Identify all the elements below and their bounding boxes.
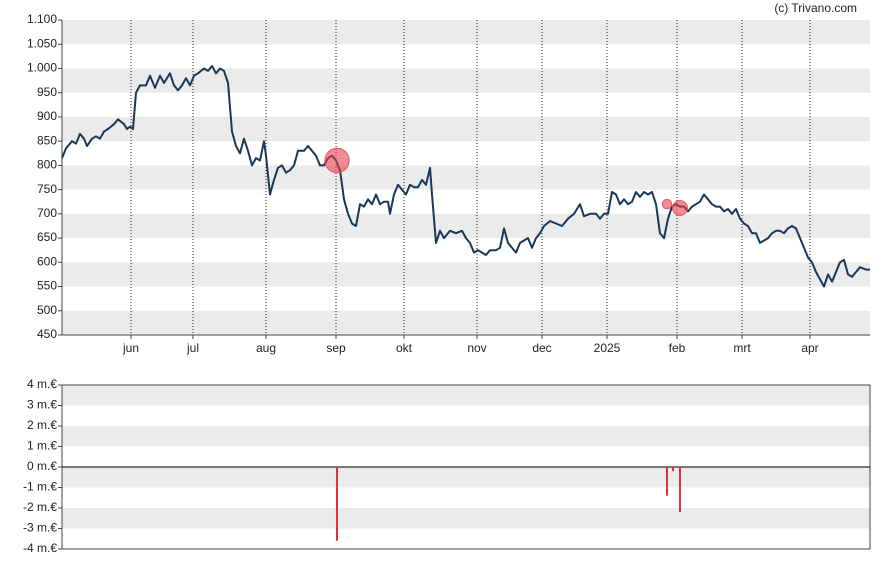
x-tick-label: aug — [256, 341, 276, 355]
grid-band — [62, 426, 870, 447]
bar — [672, 467, 674, 472]
grid-band — [62, 116, 870, 142]
grid-band — [62, 467, 870, 488]
grid-band — [62, 385, 870, 406]
x-tick-label: apr — [801, 341, 818, 355]
transaction-marker — [672, 200, 688, 217]
y-tick-label: 850 — [37, 133, 57, 147]
y-tick-label: 900 — [37, 109, 57, 123]
y-tick-label: 3 m.€ — [27, 398, 57, 412]
price-line — [61, 65, 870, 288]
x-tick-label: jun — [122, 341, 139, 355]
bar — [666, 467, 668, 496]
y-tick-label: 2 m.€ — [27, 418, 57, 432]
y-tick-label: -4 m.€ — [23, 541, 57, 555]
grid-band — [62, 310, 870, 335]
x-tick-label: 2025 — [594, 341, 621, 355]
y-tick-label: 1 m.€ — [27, 439, 57, 453]
bar — [336, 467, 338, 541]
y-tick-label: 600 — [37, 254, 57, 268]
x-tick-label: okt — [396, 341, 413, 355]
y-tick-label: 700 — [37, 206, 57, 220]
y-tick-label: -3 m.€ — [23, 521, 57, 535]
grid-band — [62, 213, 870, 239]
y-tick-label: 500 — [37, 303, 57, 317]
transaction-marker — [661, 198, 673, 210]
transaction-marker — [324, 147, 350, 174]
grid-band — [62, 262, 870, 287]
bar — [679, 467, 681, 513]
x-tick-label: feb — [669, 341, 686, 355]
grid-band — [62, 508, 870, 529]
x-tick-label: nov — [467, 341, 486, 355]
y-tick-label: 0 m.€ — [27, 459, 57, 473]
grid-band — [62, 165, 870, 190]
grid-band — [62, 20, 870, 45]
x-tick-label: sep — [326, 341, 346, 355]
y-tick-label: 550 — [37, 279, 57, 293]
watermark: (c) Trivano.com — [774, 1, 857, 15]
y-tick-label: 950 — [37, 85, 57, 99]
y-tick-label: 1.100 — [27, 12, 57, 26]
y-tick-label: 650 — [37, 230, 57, 244]
y-tick-label: 800 — [37, 158, 57, 172]
x-tick-label: dec — [532, 341, 551, 355]
y-tick-label: 750 — [37, 182, 57, 196]
y-tick-label: 1.050 — [27, 36, 57, 50]
y-tick-label: -1 m.€ — [23, 480, 57, 494]
x-tick-label: jul — [186, 341, 199, 355]
grid-band — [62, 68, 870, 93]
y-tick-label: 1.000 — [27, 61, 57, 75]
y-tick-label: -2 m.€ — [23, 500, 57, 514]
y-tick-label: 450 — [37, 327, 57, 341]
x-tick-label: mrt — [733, 341, 751, 355]
y-tick-label: 4 m.€ — [27, 377, 57, 391]
